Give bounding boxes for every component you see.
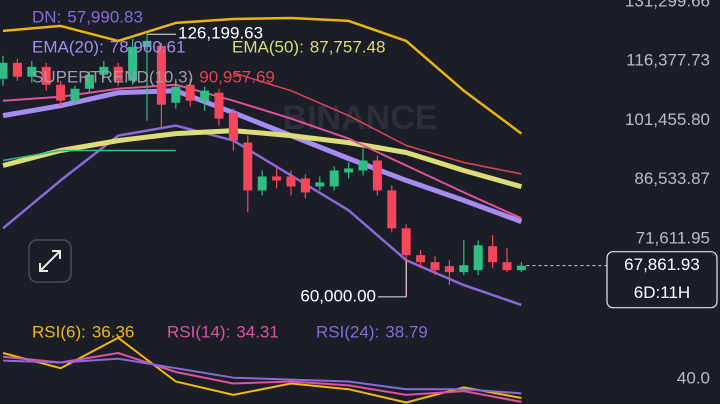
candle-body [142, 40, 152, 47]
legend-value: 34.31 [236, 322, 279, 341]
candle-body [171, 86, 181, 103]
candle-body [401, 228, 411, 256]
candle-body [200, 90, 210, 101]
candle-body [358, 160, 368, 171]
last-price-label: 67,861.93 [624, 255, 700, 274]
indicator-line [2, 128, 523, 190]
annotation: 126,199.63 [178, 24, 263, 43]
candle-body [243, 142, 253, 191]
indicator-line [2, 336, 522, 404]
candle-body [156, 45, 166, 105]
y-tick-label: 71,611.95 [636, 228, 710, 247]
indicator-line [2, 149, 176, 162]
candle-body [84, 74, 94, 89]
candle-body [113, 66, 123, 81]
indicator-line [2, 352, 522, 403]
indicator-line [2, 16, 523, 135]
indicator-line [233, 72, 522, 175]
candle-body [502, 262, 512, 271]
candle-body [387, 190, 397, 229]
y-tick-label: 101,455.80 [625, 110, 710, 129]
candle-body [286, 176, 296, 187]
indicator-line [2, 357, 522, 395]
candle-body [488, 246, 498, 263]
y-tick-label: 86,533.87 [634, 169, 710, 188]
candle-body [473, 245, 483, 271]
annotation: 60,000.00 [300, 286, 376, 305]
candle-body [329, 170, 339, 187]
legend-name: EMA(50): [232, 37, 304, 56]
candle-body [12, 62, 22, 77]
candle-body [344, 168, 354, 173]
candle-body [214, 92, 224, 119]
candle-body [272, 176, 282, 181]
candle-body [0, 62, 8, 79]
legend-value: 38.79 [385, 322, 428, 341]
candle-body [315, 182, 325, 187]
legend-name: SUPERTREND(10,3) [32, 67, 193, 86]
legend-name: RSI(24): [316, 322, 379, 341]
legend-value: 78,960.61 [110, 37, 186, 56]
candle-body [444, 266, 454, 273]
legend-name: DN: [32, 7, 61, 26]
candle-body [70, 88, 80, 101]
candle-body [27, 66, 37, 77]
expand-button[interactable] [28, 239, 72, 283]
candle-body [56, 84, 66, 101]
candle-body [459, 265, 469, 273]
candle-body [430, 262, 440, 271]
candle-body [185, 84, 195, 101]
candle-body [300, 178, 310, 193]
candle-body [128, 46, 138, 81]
indicator-line [2, 88, 523, 224]
candle-body [41, 66, 51, 85]
y-tick-label: 40.0 [677, 369, 710, 388]
candle-body [99, 66, 109, 75]
y-tick-label: 131,299.66 [625, 0, 710, 10]
last-price-box [606, 251, 718, 309]
legend-value: 36.36 [92, 322, 135, 341]
y-tick-label: 116,377.73 [626, 51, 710, 70]
watermark: BINANCE [283, 99, 438, 137]
countdown: 6D:11H [634, 283, 690, 302]
candle-body [372, 160, 382, 191]
legend-name: RSI(14): [167, 322, 230, 341]
indicator-line [2, 83, 522, 220]
candle-body [257, 176, 267, 191]
candle-body [416, 255, 426, 263]
candle-body [228, 112, 238, 141]
indicator-line [2, 124, 522, 307]
legend-value: 90,957.69 [199, 67, 275, 86]
legend-name: RSI(6): [32, 322, 86, 341]
legend-name: EMA(20): [32, 37, 104, 56]
candle-body [516, 265, 526, 271]
legend-value: 87,757.48 [310, 37, 386, 56]
legend-value: 57,990.83 [67, 7, 143, 26]
